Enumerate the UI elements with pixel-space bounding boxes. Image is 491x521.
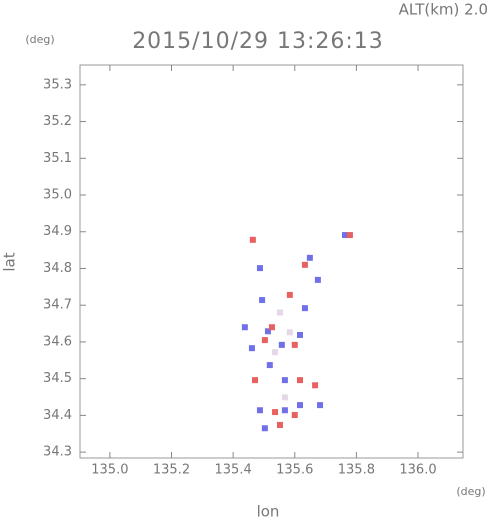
echo-point [291, 412, 298, 419]
chart-title: 2015/10/29 13:26:13 [132, 29, 384, 54]
echo-point [286, 291, 293, 298]
altitude-label: ALT(km) 2.0 [399, 1, 488, 19]
echo-point [281, 377, 288, 384]
echo-point [312, 382, 319, 389]
echo-point [264, 328, 271, 335]
echo-point [291, 341, 298, 348]
y-tick-label: 34.5 [43, 371, 72, 386]
echo-point [314, 276, 321, 283]
echo-point [297, 402, 304, 409]
y-tick-label: 35.1 [43, 151, 72, 166]
y-tick-label: 34.6 [43, 334, 72, 349]
echo-point [317, 402, 324, 409]
echo-point [259, 297, 266, 304]
echo-point [256, 407, 263, 414]
y-tick-label: 34.7 [43, 298, 72, 313]
echo-point [281, 394, 288, 401]
echo-point [341, 232, 348, 239]
echo-point [276, 309, 283, 316]
echo-point [306, 254, 313, 261]
y-unit: (deg) [25, 33, 54, 46]
x-axis-label: lon [257, 503, 280, 521]
echo-point [241, 324, 248, 331]
y-tick-label: 35.0 [43, 188, 72, 203]
echo-point [256, 265, 263, 272]
echo-point [272, 349, 279, 356]
x-tick-label: 135.0 [91, 463, 128, 478]
echo-point [252, 377, 259, 384]
echo-point [248, 345, 255, 352]
y-tick-label: 34.3 [43, 445, 72, 460]
x-unit: (deg) [456, 485, 485, 498]
plot-frame [79, 64, 464, 459]
echo-point [278, 341, 285, 348]
x-tick-label: 136.0 [399, 463, 436, 478]
echo-point [272, 409, 279, 416]
x-tick-label: 135.8 [338, 463, 375, 478]
y-tick-label: 35.2 [43, 114, 72, 129]
echo-point [286, 329, 293, 336]
echo-point [297, 331, 304, 338]
y-tick-label: 34.8 [43, 261, 72, 276]
x-tick-label: 135.4 [215, 463, 252, 478]
echo-point [268, 324, 275, 331]
echo-point [249, 236, 256, 243]
x-tick-label: 135.6 [276, 463, 313, 478]
x-tick-label: 135.2 [153, 463, 190, 478]
y-tick-label: 35.3 [43, 77, 72, 92]
echo-point [346, 232, 353, 239]
echo-point [276, 421, 283, 428]
echo-point [301, 305, 308, 312]
y-tick-label: 34.9 [43, 224, 72, 239]
echo-point [297, 377, 304, 384]
y-tick-label: 34.4 [43, 408, 72, 423]
echo-point [281, 407, 288, 414]
y-axis-label: lat [1, 252, 19, 271]
echo-point [301, 261, 308, 268]
echo-point [261, 425, 268, 432]
echo-point [266, 362, 273, 369]
echo-point [261, 337, 268, 344]
